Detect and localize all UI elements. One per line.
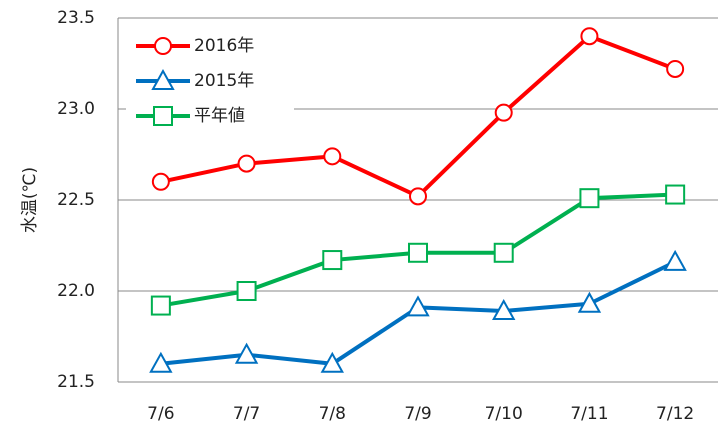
legend-label: 2015年 (194, 71, 254, 91)
marker (151, 68, 175, 90)
marker (320, 351, 344, 373)
marker (154, 37, 172, 55)
marker (409, 187, 427, 206)
marker (406, 295, 430, 317)
marker (234, 342, 259, 364)
marker (577, 291, 602, 313)
marker (666, 59, 685, 78)
marker (580, 27, 599, 46)
legend-label: 平年値 (194, 106, 245, 126)
x-tick-label: 7/9 (404, 404, 431, 424)
marker (236, 281, 257, 301)
x-tick-label: 7/8 (319, 404, 346, 424)
y-axis-label: 水温(℃) (20, 167, 40, 233)
x-tick-label: 7/12 (656, 404, 694, 424)
x-tick-label: 7/10 (485, 404, 523, 424)
marker (237, 154, 256, 173)
x-tick-label: 7/7 (233, 404, 260, 424)
x-tick-label: 7/6 (147, 404, 174, 424)
x-tick-label: 7/11 (570, 404, 608, 424)
marker (493, 242, 514, 263)
y-tick-label: 23.5 (57, 8, 95, 28)
marker (494, 103, 513, 122)
marker (153, 106, 173, 126)
marker (151, 172, 170, 191)
marker (579, 188, 600, 209)
marker (322, 250, 343, 271)
y-tick-label: 21.5 (57, 372, 95, 392)
y-tick-label: 22.5 (57, 190, 95, 210)
legend-label: 2016年 (194, 36, 254, 56)
y-tick-label: 22.0 (57, 281, 95, 301)
marker (323, 147, 342, 166)
marker (665, 184, 686, 205)
y-tick-label: 23.0 (57, 99, 95, 119)
marker (408, 242, 428, 263)
marker (492, 298, 516, 321)
marker (149, 351, 173, 373)
marker (150, 295, 171, 316)
marker (663, 249, 687, 271)
